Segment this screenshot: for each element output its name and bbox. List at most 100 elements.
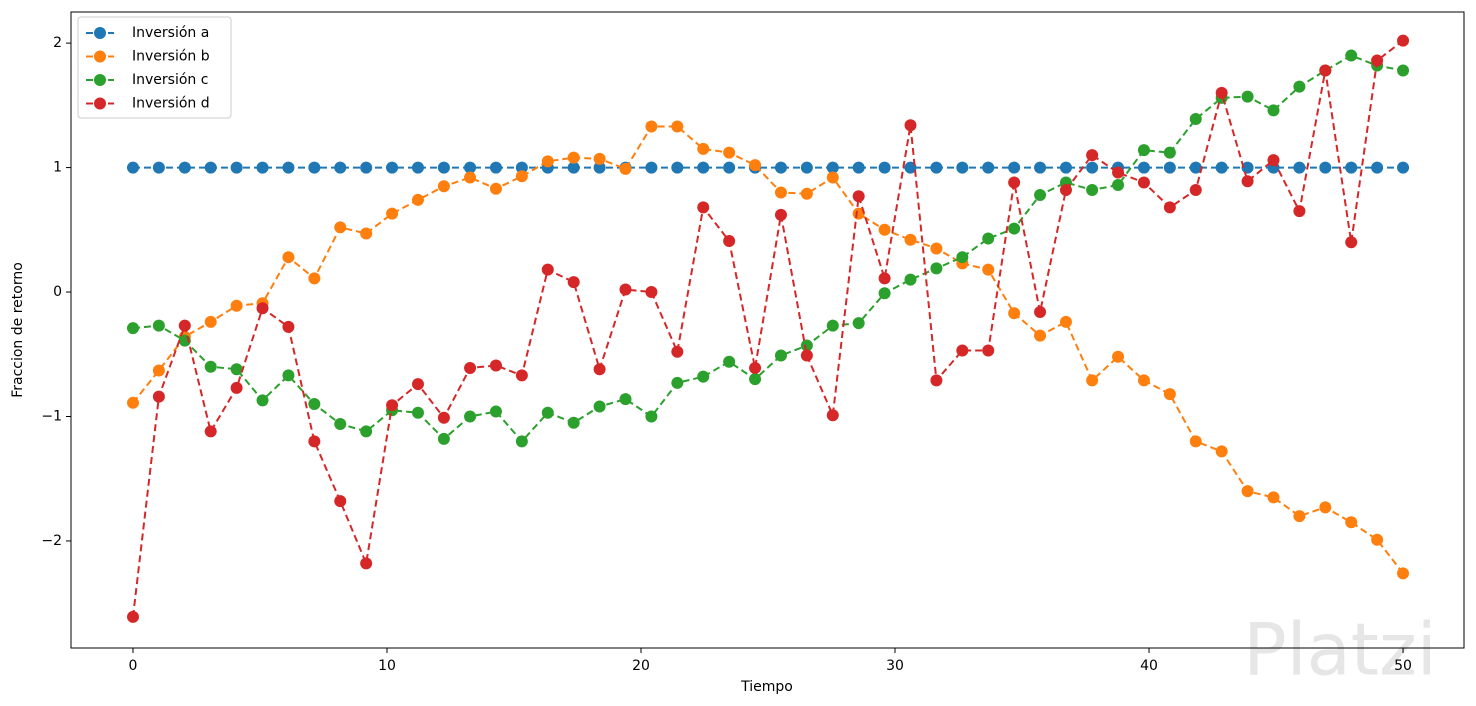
point bbox=[204, 315, 217, 328]
point bbox=[826, 319, 839, 332]
legend-marker bbox=[94, 97, 106, 110]
point bbox=[411, 161, 424, 174]
point bbox=[230, 161, 243, 174]
point bbox=[204, 161, 217, 174]
point bbox=[826, 171, 839, 184]
point bbox=[645, 286, 658, 299]
point bbox=[1215, 445, 1228, 458]
point bbox=[1008, 222, 1021, 235]
legend-marker bbox=[94, 50, 106, 63]
watermark: Platzi bbox=[1243, 608, 1437, 692]
point bbox=[541, 263, 554, 276]
point bbox=[1059, 315, 1072, 328]
point bbox=[334, 221, 347, 234]
point bbox=[152, 364, 165, 377]
point bbox=[956, 251, 969, 264]
point bbox=[1137, 161, 1150, 174]
point bbox=[774, 349, 787, 362]
point bbox=[593, 152, 606, 165]
point bbox=[723, 161, 736, 174]
point bbox=[930, 161, 943, 174]
point bbox=[1163, 146, 1176, 159]
legend-label: Inversión a bbox=[132, 25, 209, 41]
point bbox=[386, 207, 399, 220]
point bbox=[1137, 374, 1150, 387]
point bbox=[723, 355, 736, 368]
point bbox=[723, 235, 736, 248]
point bbox=[671, 376, 684, 389]
point bbox=[1189, 183, 1202, 196]
point bbox=[645, 120, 658, 133]
point bbox=[1034, 329, 1047, 342]
point bbox=[256, 394, 269, 407]
point bbox=[1086, 183, 1099, 196]
point bbox=[1267, 154, 1280, 167]
point bbox=[204, 360, 217, 373]
point bbox=[1215, 161, 1228, 174]
point bbox=[464, 361, 477, 374]
point bbox=[878, 161, 891, 174]
point bbox=[152, 319, 165, 332]
point bbox=[1241, 161, 1254, 174]
point bbox=[800, 187, 813, 200]
point bbox=[541, 155, 554, 168]
point bbox=[1086, 374, 1099, 387]
point bbox=[1345, 516, 1358, 529]
point bbox=[515, 369, 528, 382]
point bbox=[334, 495, 347, 508]
point bbox=[723, 146, 736, 159]
point bbox=[126, 610, 139, 623]
x-tick-label: 50 bbox=[1394, 658, 1412, 674]
point bbox=[852, 317, 865, 330]
point bbox=[1319, 161, 1332, 174]
y-axis-label: Fraccion de retorno bbox=[10, 262, 26, 398]
point bbox=[386, 399, 399, 412]
point bbox=[1163, 388, 1176, 401]
point bbox=[308, 272, 321, 285]
point bbox=[774, 186, 787, 199]
point bbox=[437, 432, 450, 445]
point bbox=[360, 557, 373, 570]
point bbox=[1397, 161, 1410, 174]
series-line bbox=[132, 54, 1404, 443]
point bbox=[671, 345, 684, 358]
point bbox=[411, 378, 424, 391]
point bbox=[1034, 305, 1047, 318]
point bbox=[567, 276, 580, 289]
point bbox=[1345, 49, 1358, 62]
x-tick-label: 20 bbox=[632, 658, 650, 674]
point bbox=[749, 361, 762, 374]
point bbox=[930, 262, 943, 275]
point bbox=[1293, 205, 1306, 218]
point bbox=[308, 398, 321, 411]
point bbox=[1293, 161, 1306, 174]
point bbox=[204, 425, 217, 438]
point bbox=[1371, 161, 1384, 174]
point bbox=[1112, 166, 1125, 179]
point bbox=[749, 373, 762, 386]
point bbox=[904, 119, 917, 132]
point bbox=[1059, 161, 1072, 174]
point bbox=[282, 320, 295, 333]
point bbox=[334, 161, 347, 174]
point bbox=[515, 170, 528, 183]
point bbox=[956, 344, 969, 357]
point bbox=[1371, 533, 1384, 546]
point bbox=[178, 161, 191, 174]
point bbox=[411, 406, 424, 419]
legend-marker bbox=[94, 74, 106, 86]
point bbox=[774, 161, 787, 174]
point bbox=[1189, 113, 1202, 126]
point bbox=[1059, 183, 1072, 196]
point bbox=[1008, 176, 1021, 189]
point bbox=[645, 161, 658, 174]
point bbox=[982, 232, 995, 245]
point bbox=[489, 405, 502, 418]
point bbox=[1215, 86, 1228, 99]
point bbox=[878, 272, 891, 285]
point bbox=[930, 374, 943, 387]
point bbox=[360, 227, 373, 240]
point bbox=[697, 370, 710, 383]
point bbox=[982, 344, 995, 357]
plot-frame bbox=[70, 11, 1465, 649]
